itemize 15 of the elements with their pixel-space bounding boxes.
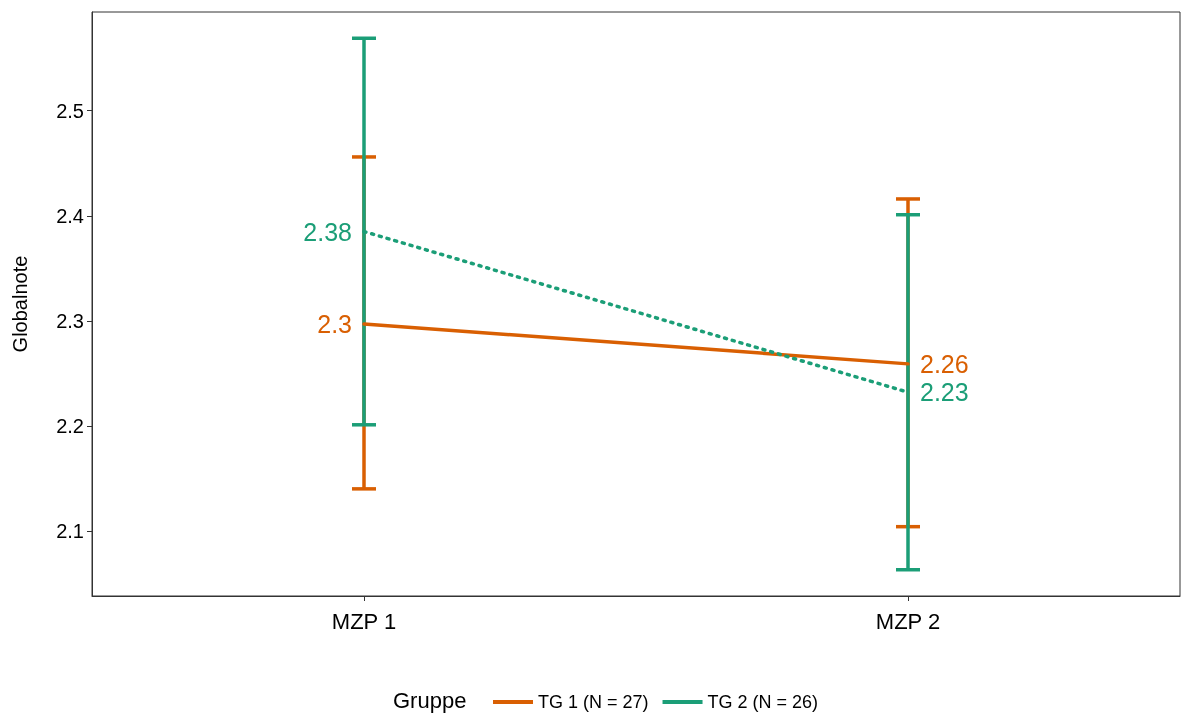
y-tick-label: 2.5 (56, 99, 84, 122)
data-label: 2.26 (920, 349, 969, 378)
y-tick-label: 2.3 (56, 309, 84, 332)
data-label: 2.3 (317, 309, 352, 338)
x-tick-label: MZP 1 (331, 608, 397, 634)
legend-label: TG 1 (N = 27) (538, 692, 649, 712)
legend-label: TG 2 (N = 26) (707, 692, 819, 712)
y-tick-label: 2.1 (56, 519, 84, 542)
legend-title: Gruppe (393, 687, 467, 713)
x-tick-label: MZP 2 (875, 608, 941, 634)
data-label: 2.23 (920, 378, 969, 407)
y-tick-label: 2.2 (56, 414, 84, 437)
y-axis-title: Globalnote (9, 255, 31, 353)
y-tick-label: 2.4 (56, 204, 84, 227)
data-label: 2.38 (303, 217, 352, 246)
